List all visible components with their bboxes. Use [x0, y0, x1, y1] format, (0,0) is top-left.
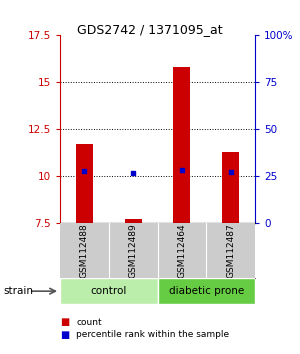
Text: ■: ■ — [60, 317, 69, 327]
Point — [228, 170, 233, 175]
Bar — [124, 219, 142, 223]
Bar — [173, 67, 190, 223]
Text: control: control — [91, 286, 127, 296]
Point — [131, 171, 136, 176]
Bar — [76, 144, 93, 223]
Text: GSM112464: GSM112464 — [177, 223, 186, 278]
FancyBboxPatch shape — [60, 278, 158, 304]
Point — [179, 167, 184, 172]
Text: GSM112489: GSM112489 — [129, 223, 138, 278]
Text: GSM112487: GSM112487 — [226, 223, 235, 278]
Text: count: count — [76, 318, 102, 327]
Bar — [222, 152, 239, 223]
Text: strain: strain — [3, 286, 33, 296]
Text: GSM112488: GSM112488 — [80, 223, 89, 278]
Text: percentile rank within the sample: percentile rank within the sample — [76, 330, 230, 339]
FancyBboxPatch shape — [158, 278, 255, 304]
Point — [82, 169, 87, 174]
Text: diabetic prone: diabetic prone — [169, 286, 244, 296]
Text: GDS2742 / 1371095_at: GDS2742 / 1371095_at — [77, 23, 223, 36]
Text: ■: ■ — [60, 330, 69, 339]
